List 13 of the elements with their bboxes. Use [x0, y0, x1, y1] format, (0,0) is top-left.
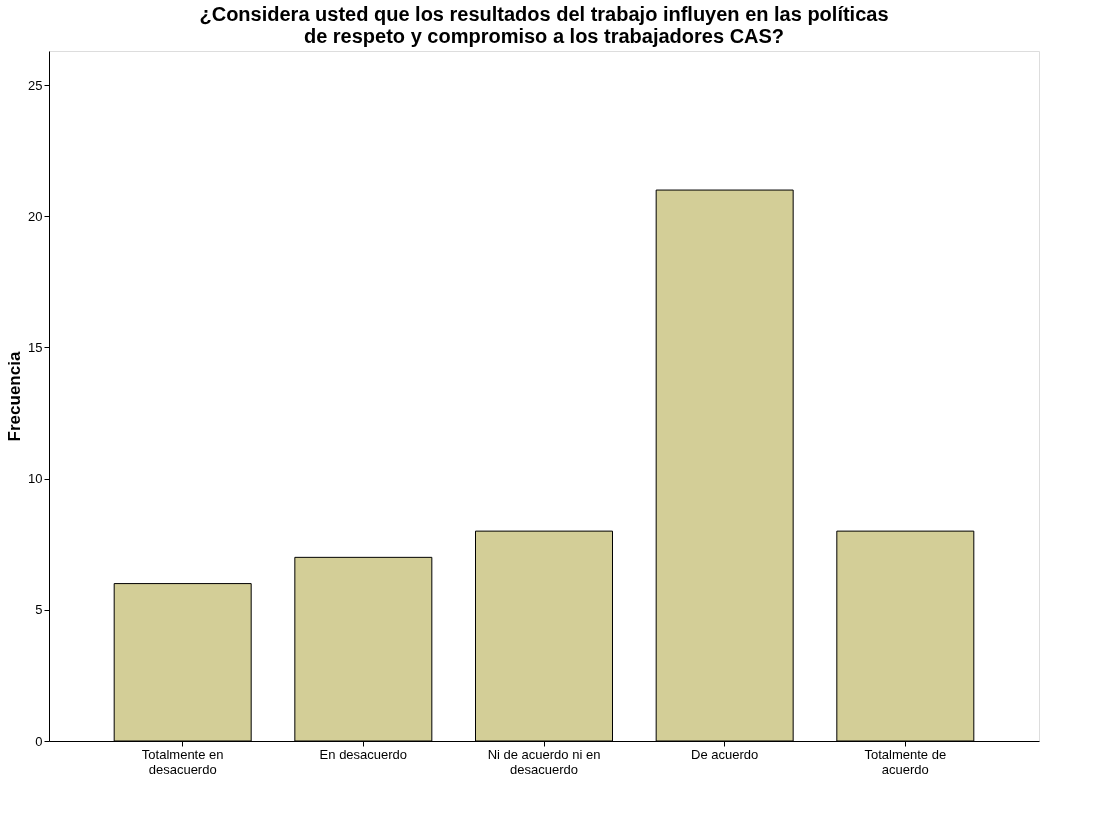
chart-title: ¿Considera usted que los resultados del trabajo influyen en las políticas de respeto y compromiso a los trabajadores CAS?	[199, 3, 889, 47]
y-axis-title: Frecuencia	[5, 351, 25, 442]
y-tick-label: 15	[28, 339, 43, 355]
y-tick-label: 25	[28, 77, 43, 93]
y-tick-label: 5	[35, 602, 43, 618]
x-tick-label: Ni de acuerdo ni en desacuerdo	[487, 746, 601, 777]
x-tick-label: Totalmente de acuerdo	[864, 746, 947, 777]
y-tick-label: 0	[35, 733, 43, 749]
y-tick-label: 20	[28, 208, 43, 224]
y-tick-label: 10	[28, 471, 43, 487]
x-tick-label: En desacuerdo	[319, 746, 408, 762]
x-tick-label: Totalmente en desacuerdo	[141, 746, 224, 777]
x-tick-label: De acuerdo	[691, 746, 759, 762]
